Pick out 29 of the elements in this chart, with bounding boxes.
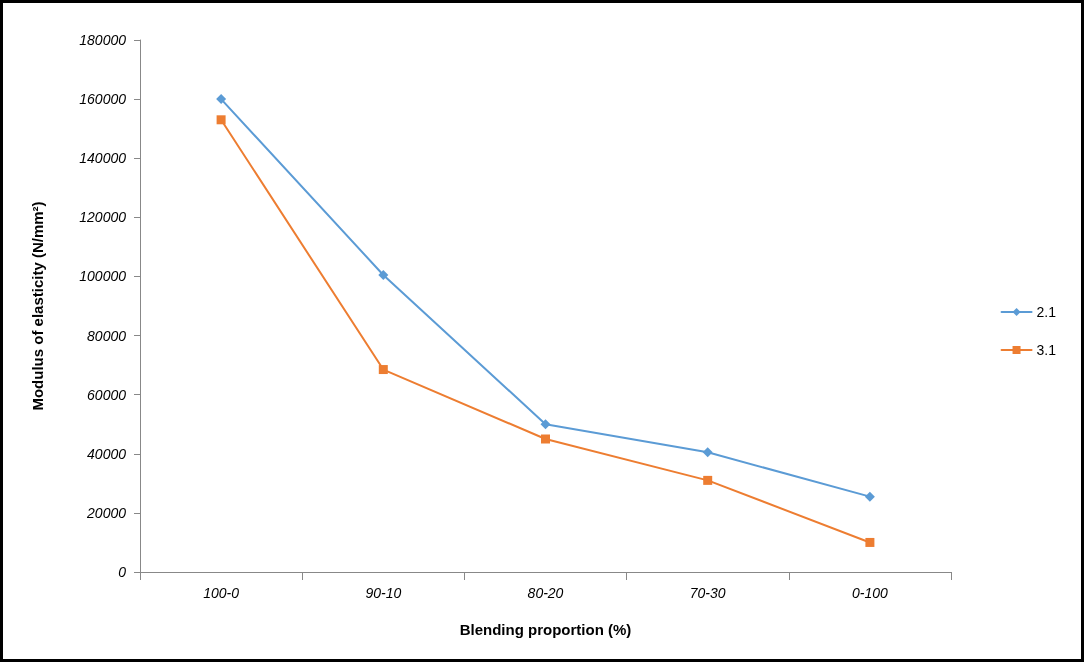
x-tick-label: 70-30 <box>689 585 726 601</box>
point <box>378 269 389 280</box>
x-tick-label: 90-10 <box>365 585 402 601</box>
legend-label: 2.1 <box>1036 304 1057 320</box>
y-tick-label: 100000 <box>79 268 127 285</box>
point <box>378 365 388 375</box>
y-tick-label: 140000 <box>79 150 127 167</box>
y-axis-title: Modulus of elasticity (N/mm²) <box>29 201 46 411</box>
y-tick-label: 160000 <box>79 91 127 108</box>
y-tick-label: 0 <box>118 564 127 580</box>
point <box>702 447 713 458</box>
y-tick-label: 120000 <box>79 209 127 226</box>
x-tick-label: 80-20 <box>527 585 564 601</box>
y-tick-label: 180000 <box>79 32 127 48</box>
y-tick-label: 80000 <box>87 327 127 344</box>
y-tick-label: 20000 <box>86 504 127 521</box>
point <box>865 537 875 547</box>
y-tick-label: 40000 <box>87 445 127 462</box>
x-tick-label: 100-0 <box>203 585 240 601</box>
point <box>864 491 875 502</box>
point <box>540 419 551 430</box>
point <box>541 434 550 444</box>
point <box>216 115 226 125</box>
x-tick-label: 0-100 <box>851 585 889 601</box>
x-axis-title: Blending proportion (%) <box>459 621 632 638</box>
point <box>216 94 227 105</box>
point <box>703 475 713 485</box>
legend-label: 3.1 <box>1036 342 1057 358</box>
y-tick-label: 60000 <box>87 386 127 403</box>
